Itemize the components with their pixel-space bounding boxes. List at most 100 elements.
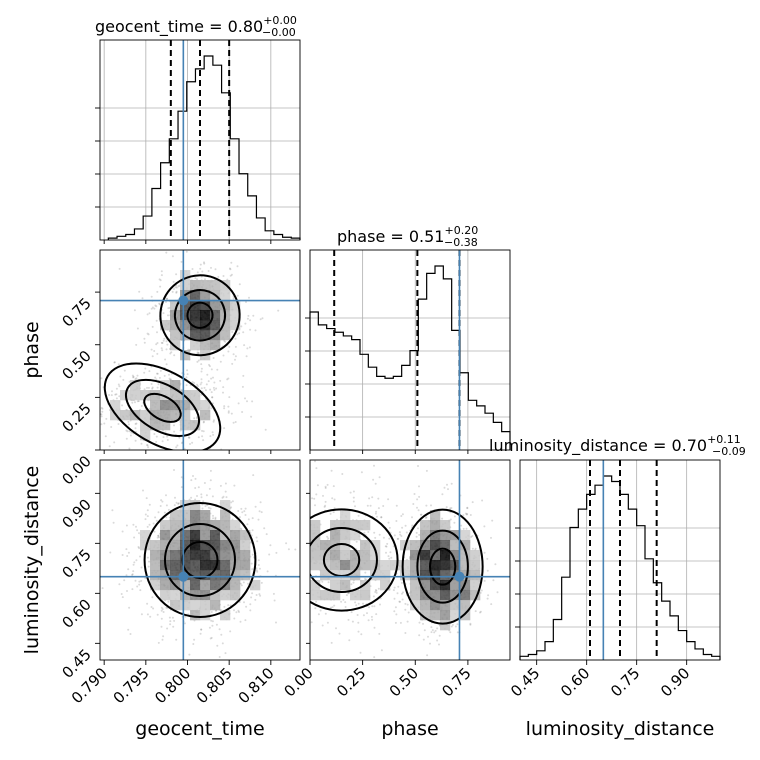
sample-point — [200, 628, 203, 631]
sample-point — [207, 380, 210, 383]
sample-point — [167, 307, 170, 310]
density-cell — [190, 340, 201, 351]
density-cell — [230, 320, 241, 331]
sample-point — [233, 617, 236, 620]
sample-point — [259, 501, 262, 504]
sample-point — [146, 509, 149, 512]
density-cell — [190, 540, 201, 551]
sample-point — [298, 559, 300, 561]
sample-point — [251, 553, 254, 556]
ylabel-phase: phase — [21, 321, 43, 378]
sample-point — [155, 378, 158, 381]
sample-point — [133, 561, 136, 564]
sample-point — [294, 514, 296, 516]
density-cell — [360, 560, 371, 571]
sample-point — [340, 600, 343, 603]
sample-point — [138, 290, 141, 293]
sample-point — [211, 396, 214, 399]
sample-point — [153, 433, 156, 435]
sample-point — [178, 436, 181, 439]
sample-point — [450, 507, 453, 509]
sample-point — [202, 421, 205, 424]
density-cell — [200, 510, 211, 521]
sample-point — [466, 506, 469, 509]
sample-point — [466, 507, 469, 510]
density-cell — [440, 520, 451, 531]
sample-point — [289, 514, 291, 516]
sample-point — [215, 609, 217, 612]
sample-point — [148, 560, 150, 563]
sample-point — [416, 498, 419, 501]
density-cell — [200, 310, 211, 321]
sample-point — [304, 564, 306, 566]
sample-point — [227, 411, 230, 414]
sample-point — [138, 580, 141, 583]
sample-point — [224, 232, 226, 234]
density-cell — [340, 510, 351, 521]
density-cell — [340, 560, 351, 571]
sample-point — [210, 391, 213, 394]
sample-point — [221, 642, 224, 645]
sample-point — [173, 452, 175, 454]
sample-point — [306, 559, 308, 561]
sample-point — [453, 515, 456, 518]
sample-point — [305, 604, 307, 606]
x-tick-label-luminosity-distance: 0.75 — [607, 664, 643, 700]
density-cell — [190, 570, 201, 581]
density-cell — [180, 550, 191, 561]
sample-point — [384, 545, 387, 548]
sample-point — [210, 407, 213, 410]
sample-point — [282, 482, 284, 484]
sample-point — [223, 605, 226, 608]
sample-point — [207, 506, 210, 509]
sample-point — [160, 617, 163, 620]
y-tick-label-luminosity-distance: 0.90 — [58, 495, 94, 531]
sample-point — [382, 505, 385, 507]
sample-point — [146, 556, 149, 559]
sample-point — [283, 549, 285, 551]
sample-point — [134, 423, 137, 425]
sample-point — [209, 479, 212, 482]
sample-point — [251, 400, 254, 403]
sample-point — [147, 386, 150, 389]
sample-point — [425, 504, 428, 507]
sample-point — [363, 531, 366, 534]
sample-point — [373, 626, 376, 629]
density-cell — [460, 530, 471, 541]
sample-point — [159, 279, 162, 282]
sample-point — [404, 632, 407, 634]
sample-point — [304, 537, 306, 539]
sample-point — [240, 507, 243, 510]
title-phase-lower: −0.38 — [444, 236, 478, 249]
density-cell — [220, 330, 231, 341]
ylabel-luminosity-distance: luminosity_distance — [21, 466, 43, 655]
density-cell — [150, 550, 161, 561]
density-cell — [440, 620, 451, 631]
sample-point — [233, 609, 235, 612]
xlabel-luminosity-distance: luminosity_distance — [526, 718, 715, 740]
density-cell — [470, 580, 481, 591]
sample-point — [424, 517, 427, 519]
sample-point — [174, 286, 177, 289]
sample-point — [246, 523, 249, 526]
sample-point — [374, 512, 377, 515]
sample-point — [230, 501, 233, 504]
sample-point — [314, 504, 316, 507]
sample-point — [417, 465, 419, 467]
sample-point — [291, 587, 293, 589]
density-cell — [140, 390, 151, 401]
sample-point — [374, 591, 377, 593]
sample-point — [205, 494, 208, 497]
sample-point — [221, 496, 224, 499]
sample-point — [173, 354, 176, 357]
sample-point — [148, 523, 151, 526]
sample-point — [222, 386, 225, 389]
sample-point — [297, 559, 299, 561]
sample-point — [420, 513, 423, 516]
sample-point — [314, 607, 317, 610]
sample-point — [349, 491, 352, 494]
sample-point — [227, 410, 230, 413]
sample-point — [212, 514, 214, 517]
sample-point — [446, 483, 448, 486]
sample-point — [84, 386, 86, 388]
